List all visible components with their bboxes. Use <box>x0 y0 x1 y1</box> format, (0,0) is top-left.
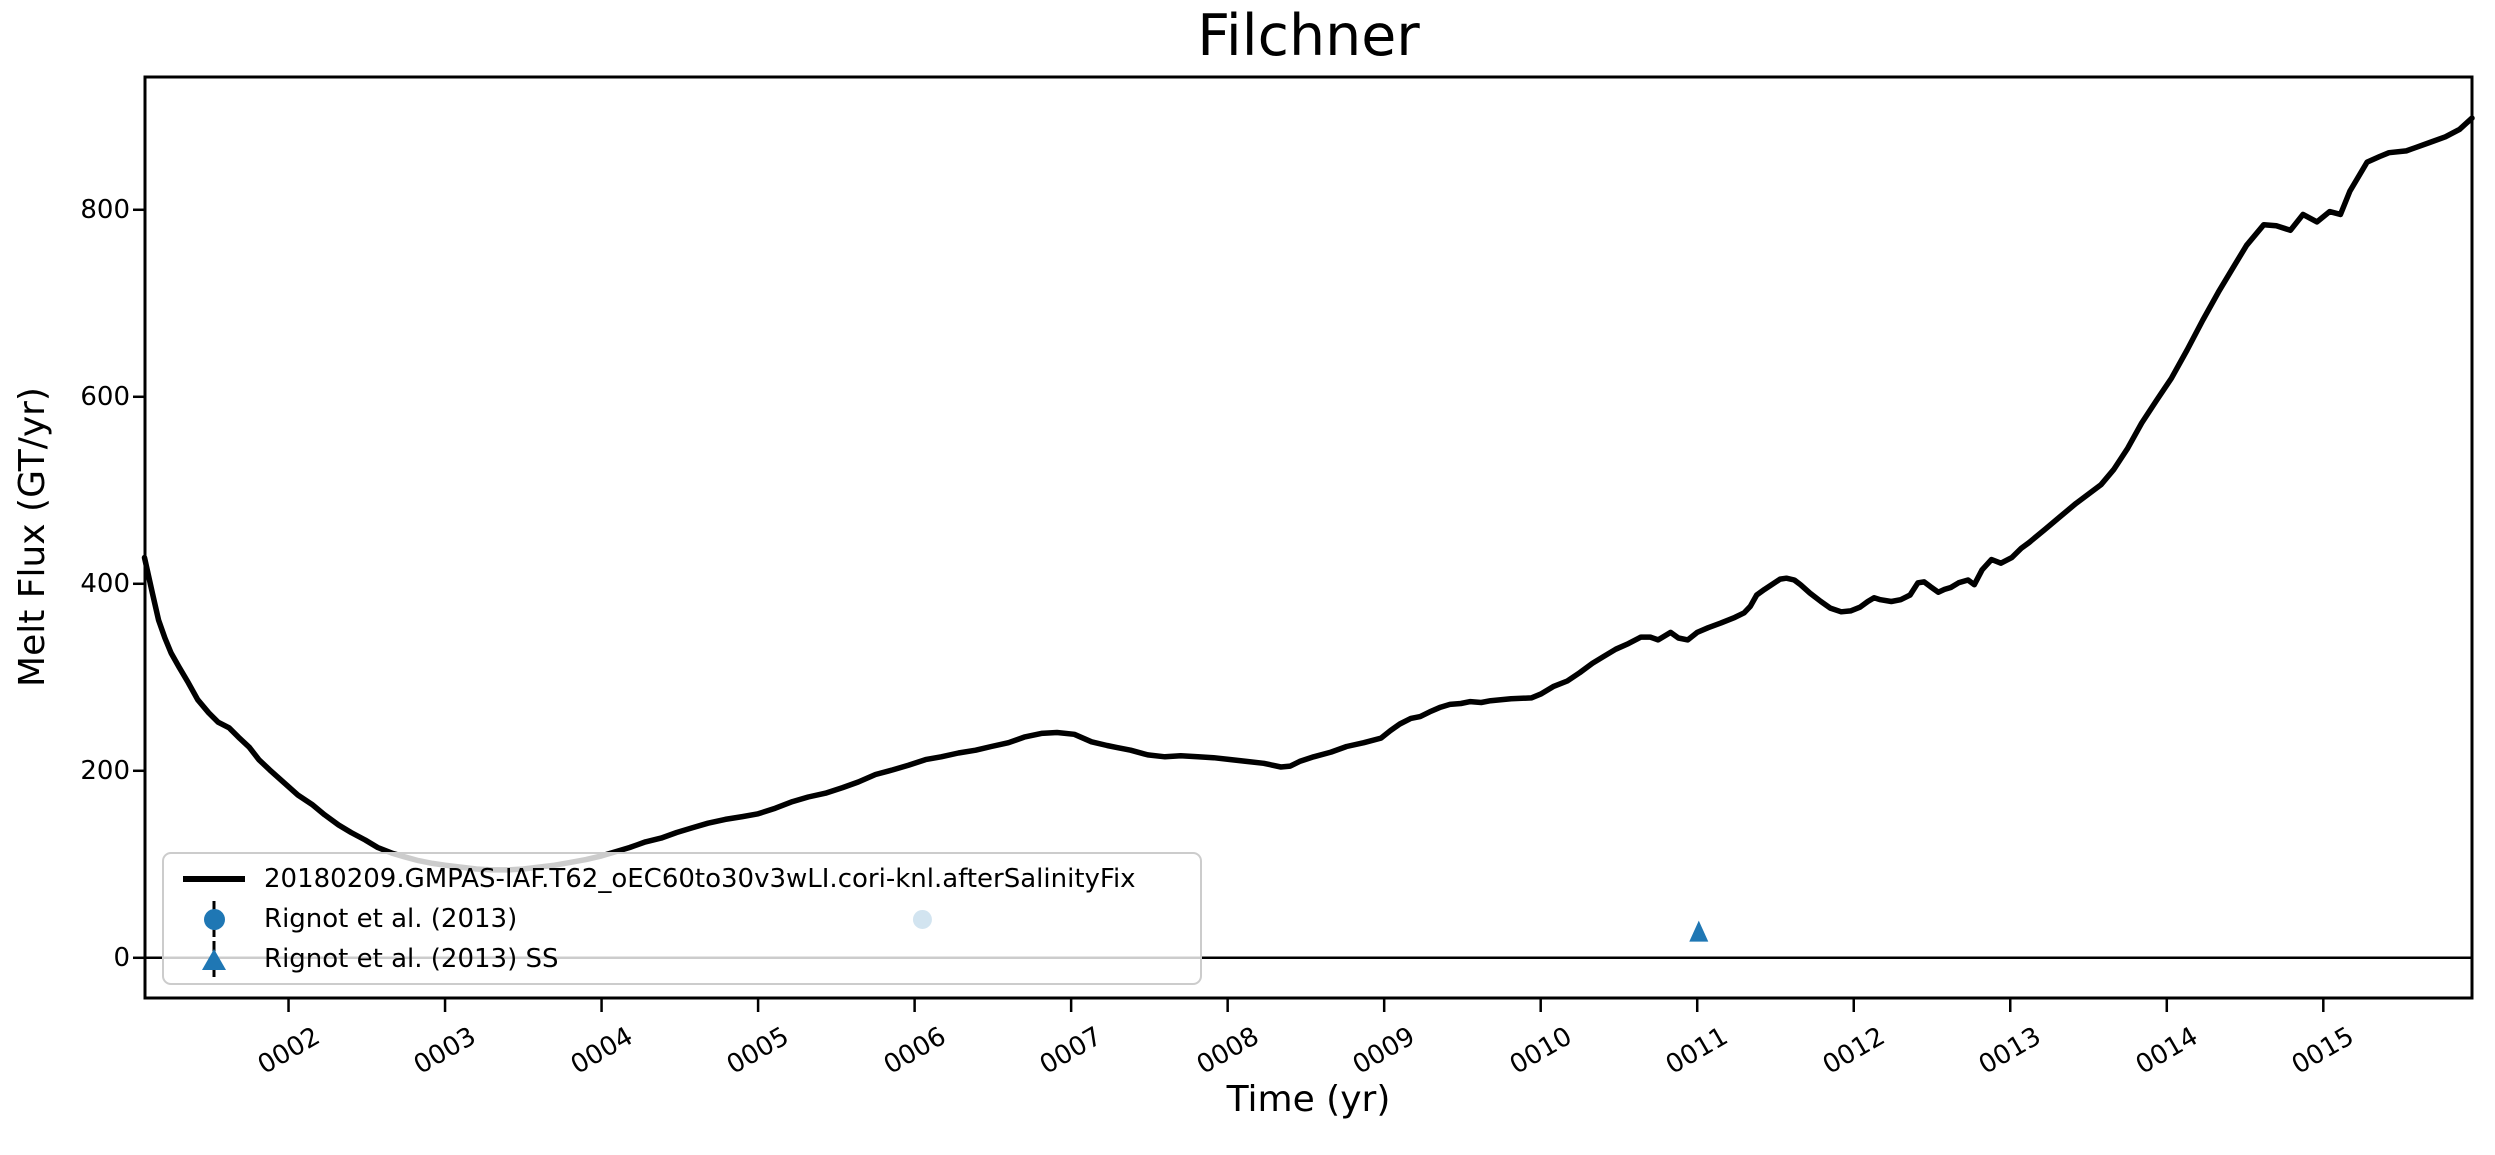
legend-item-rignot-ss: Rignot et al. (2013) SS <box>176 939 1200 979</box>
legend-swatch <box>176 899 252 939</box>
legend-swatch <box>176 939 252 979</box>
y-tick-label: 0 <box>113 942 130 973</box>
melt-flux-line <box>141 115 2475 873</box>
legend-label: Rignot et al. (2013) <box>264 904 518 934</box>
x-axis-label: Time (yr) <box>1226 1079 1391 1120</box>
y-tick-label: 400 <box>80 568 130 599</box>
legend-swatch <box>176 859 252 899</box>
obs-triangle-marker <box>1689 920 1709 942</box>
tick-marks <box>133 208 2325 1012</box>
line-sample-icon <box>183 876 245 882</box>
y-tick-label: 600 <box>80 381 130 412</box>
legend-label: Rignot et al. (2013) SS <box>264 944 559 974</box>
legend-item-rignot: Rignot et al. (2013) <box>176 899 1200 939</box>
legend-item-model: 20180209.GMPAS-IAF.T62_oEC60to30v3wLI.co… <box>176 859 1200 899</box>
plot-frame <box>143 75 2474 1000</box>
y-axis-label: Melt Flux (GT/yr) <box>12 387 53 687</box>
y-tick-label: 200 <box>80 755 130 786</box>
legend: 20180209.GMPAS-IAF.T62_oEC60to30v3wLI.co… <box>162 852 1202 985</box>
triangle-marker-icon <box>202 948 226 970</box>
chart-title: Filchner <box>1197 3 1420 69</box>
legend-label: 20180209.GMPAS-IAF.T62_oEC60to30v3wLI.co… <box>264 864 1136 894</box>
y-tick-label: 800 <box>80 194 130 225</box>
circle-marker-icon <box>203 908 225 930</box>
